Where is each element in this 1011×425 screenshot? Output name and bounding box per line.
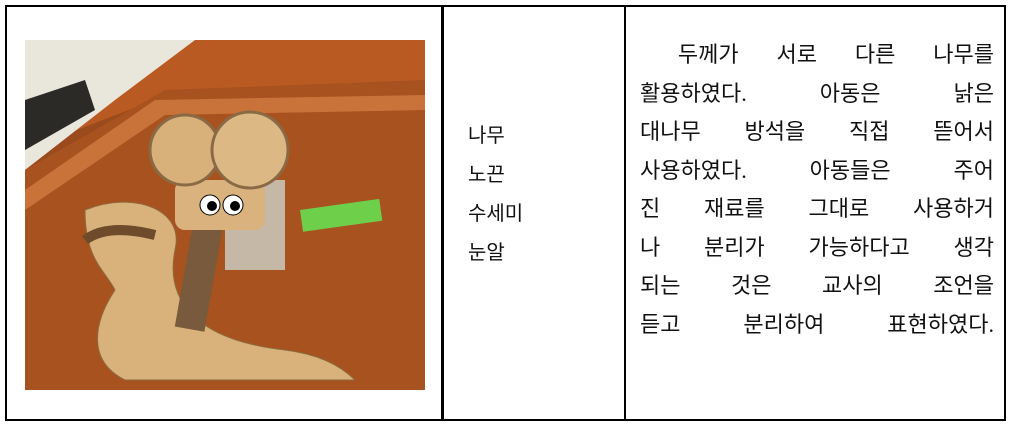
description-line: 진 재료를 그대로 사용하거 — [640, 196, 994, 221]
materials-list: 나무 노끈 수세미 눈알 — [468, 116, 523, 272]
column-divider — [624, 5, 626, 421]
photo — [25, 40, 425, 390]
table-border — [5, 5, 1006, 421]
description-line: 사용하였다. 아동들은 주어 — [640, 157, 994, 183]
description-line: 활용하였다. 아동은 낡은 — [640, 80, 994, 106]
description-line: 대나무 방석을 직접 뜯어서 — [640, 119, 994, 144]
material-item: 눈알 — [468, 240, 505, 264]
description-line: 듣고 분리하여 표현하였다. — [640, 311, 994, 337]
material-item: 나무 — [468, 123, 505, 147]
description: 두께가 서로 다른 나무를 활용하였다. 아동은 낡은 대나무 방석을 직접 뜯… — [640, 36, 994, 344]
description-line: 두께가 서로 다른 나무를 — [640, 42, 994, 67]
material-item: 수세미 — [468, 201, 524, 225]
description-line: 나 분리가 가능하다고 생각 — [640, 234, 994, 260]
material-item: 노끈 — [468, 162, 505, 186]
column-divider — [441, 5, 444, 421]
description-line: 되는 것은 교사의 조언을 — [640, 273, 994, 298]
